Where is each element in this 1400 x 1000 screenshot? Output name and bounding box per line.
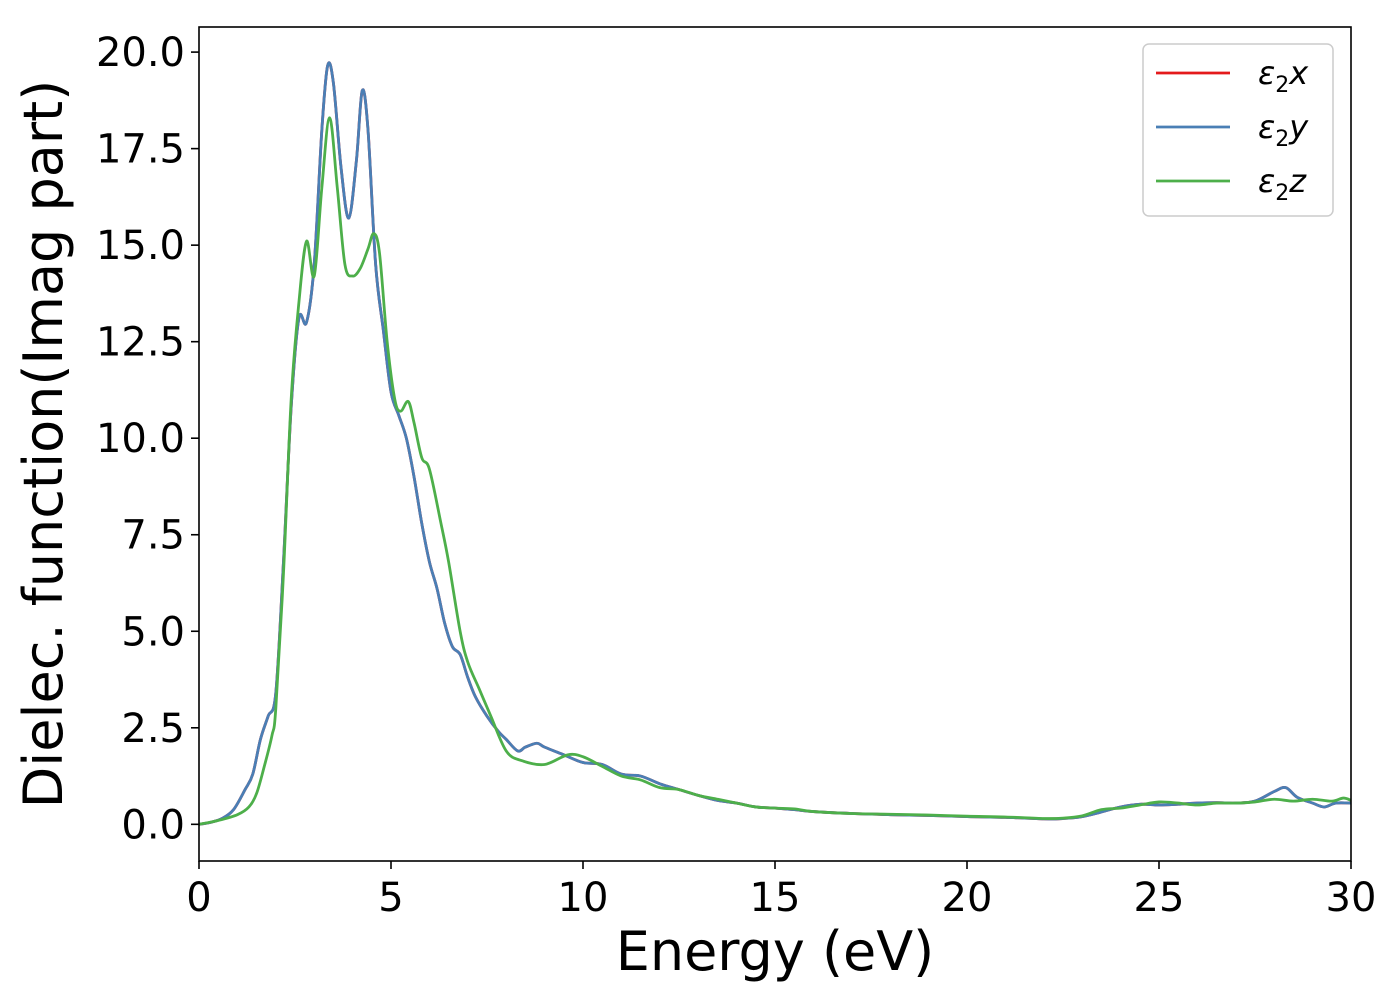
y-tick-label: 5.0 xyxy=(121,609,185,655)
legend-label-y: ε2y xyxy=(1258,108,1309,152)
x-tick-label: 25 xyxy=(1134,875,1185,921)
y-tick-label: 17.5 xyxy=(96,127,185,173)
series-line-z xyxy=(199,116,1351,826)
legend-label-z: ε2z xyxy=(1258,162,1307,206)
x-tick-label: 0 xyxy=(186,875,211,921)
x-tick-label: 30 xyxy=(1326,875,1377,921)
x-axis: 0 5 10 15 20 25 30 xyxy=(186,861,1376,921)
y-tick-label: 7.5 xyxy=(121,513,185,559)
y-tick-label: 20.0 xyxy=(96,30,185,76)
x-tick-label: 10 xyxy=(558,875,609,921)
y-tick-label: 10.0 xyxy=(96,416,185,462)
legend-box xyxy=(1142,43,1334,217)
y-tick-label: 12.5 xyxy=(96,320,185,366)
x-tick-label: 15 xyxy=(750,875,801,921)
legend-label-x: ε2x xyxy=(1258,54,1309,98)
x-axis-title: Energy (eV) xyxy=(616,920,935,983)
x-tick-label: 5 xyxy=(378,875,403,921)
x-tick-label: 20 xyxy=(942,875,993,921)
y-tick-label: 2.5 xyxy=(121,706,185,752)
y-axis-title: Dielec. function(Imag part) xyxy=(12,80,75,809)
legend: ε2x ε2y ε2z xyxy=(1142,43,1334,217)
y-tick-label: 0.0 xyxy=(121,802,185,848)
y-axis: 0.0 2.5 5.0 7.5 10.0 12.5 15.0 17.5 20.0 xyxy=(96,30,199,848)
y-tick-label: 15.0 xyxy=(96,223,185,269)
series-layer xyxy=(199,61,1351,826)
